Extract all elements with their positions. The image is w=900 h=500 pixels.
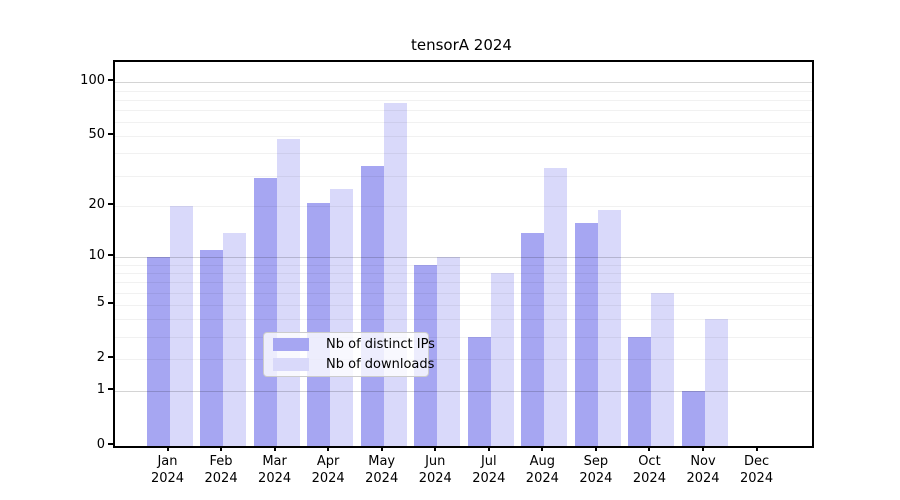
y-tick <box>108 254 113 257</box>
x-tick-label: Jan 2024 <box>150 454 185 486</box>
x-tick-label: Mar 2024 <box>258 454 292 486</box>
y-tick-label: 5 <box>96 295 105 311</box>
x-tick <box>702 446 704 451</box>
y-tick-label: 2 <box>96 349 105 365</box>
legend-swatch-distinct-ips <box>273 338 309 351</box>
bar-downloads <box>169 206 193 446</box>
gridline-minor <box>115 99 812 101</box>
legend-label: Nb of downloads <box>326 356 435 372</box>
y-tick <box>108 133 113 136</box>
x-tick <box>541 446 544 451</box>
bar-distinct-ips <box>146 257 170 446</box>
bar-distinct-ips <box>521 232 545 446</box>
bar-distinct-ips <box>360 165 384 446</box>
bar-downloads <box>490 272 514 446</box>
y-tick <box>108 388 113 391</box>
y-tick <box>108 301 113 304</box>
bar-distinct-ips <box>574 222 598 446</box>
gridline-minor <box>115 136 812 138</box>
bar-downloads <box>276 139 300 446</box>
x-tick <box>487 446 490 451</box>
bar-downloads <box>383 102 407 446</box>
legend-entry-downloads: Nb of downloads <box>273 357 434 372</box>
bar-downloads <box>330 189 354 446</box>
y-tick-label: 10 <box>88 247 105 263</box>
gridline-major <box>115 82 812 84</box>
gridline-minor <box>115 122 812 124</box>
gridline-minor <box>115 175 812 177</box>
x-tick-label: Oct 2024 <box>632 454 666 486</box>
bar-downloads <box>544 168 568 446</box>
x-tick-label: May 2024 <box>365 454 399 486</box>
x-tick-label: Feb 2024 <box>204 454 238 486</box>
bar-downloads <box>597 210 621 446</box>
legend-entry-distinct-ips: Nb of distinct IPs <box>273 337 435 352</box>
y-tick-label: 100 <box>80 72 105 88</box>
x-tick <box>273 446 276 451</box>
gridline-minor <box>115 110 812 112</box>
x-tick-label: Jun 2024 <box>418 454 452 486</box>
gridline-minor <box>115 206 812 208</box>
chart-title: tensorA 2024 <box>411 36 512 54</box>
plot-area <box>113 60 814 448</box>
bar-distinct-ips <box>467 336 491 446</box>
legend-swatch-downloads <box>273 358 309 371</box>
x-tick <box>648 446 651 451</box>
legend-label: Nb of distinct IPs <box>326 336 435 352</box>
bar-distinct-ips <box>307 202 331 446</box>
x-tick-label: Sep 2024 <box>579 454 613 486</box>
x-tick-label: Apr 2024 <box>311 454 345 486</box>
bar-distinct-ips <box>682 391 705 446</box>
y-tick <box>108 79 113 82</box>
x-tick <box>434 446 437 451</box>
y-tick <box>108 443 113 445</box>
y-tick-label: 20 <box>88 196 105 212</box>
y-tick-label: 0 <box>96 436 105 452</box>
x-tick <box>380 446 383 451</box>
gridline-minor <box>115 153 812 155</box>
bar-downloads <box>223 232 247 446</box>
x-tick-label: Dec 2024 <box>740 454 774 486</box>
bar-distinct-ips <box>253 178 277 446</box>
bar-distinct-ips <box>628 336 652 446</box>
y-tick-label: 50 <box>88 126 105 142</box>
x-tick-label: Aug 2024 <box>525 454 559 486</box>
bar-downloads <box>651 292 675 446</box>
x-tick-label: Nov 2024 <box>686 454 720 486</box>
x-tick <box>755 446 758 451</box>
bar-downloads <box>705 319 728 446</box>
bar-downloads <box>437 257 461 446</box>
x-tick-label: Jul 2024 <box>472 454 506 486</box>
x-tick <box>220 446 223 451</box>
gridline-minor <box>115 90 812 92</box>
y-tick <box>108 356 113 359</box>
y-tick-label: 1 <box>96 381 105 397</box>
x-tick <box>594 446 597 451</box>
legend: Nb of distinct IPs Nb of downloads <box>263 332 435 377</box>
x-tick <box>327 446 330 451</box>
bar-distinct-ips <box>200 250 224 446</box>
x-tick <box>166 446 169 451</box>
y-tick <box>108 203 113 206</box>
